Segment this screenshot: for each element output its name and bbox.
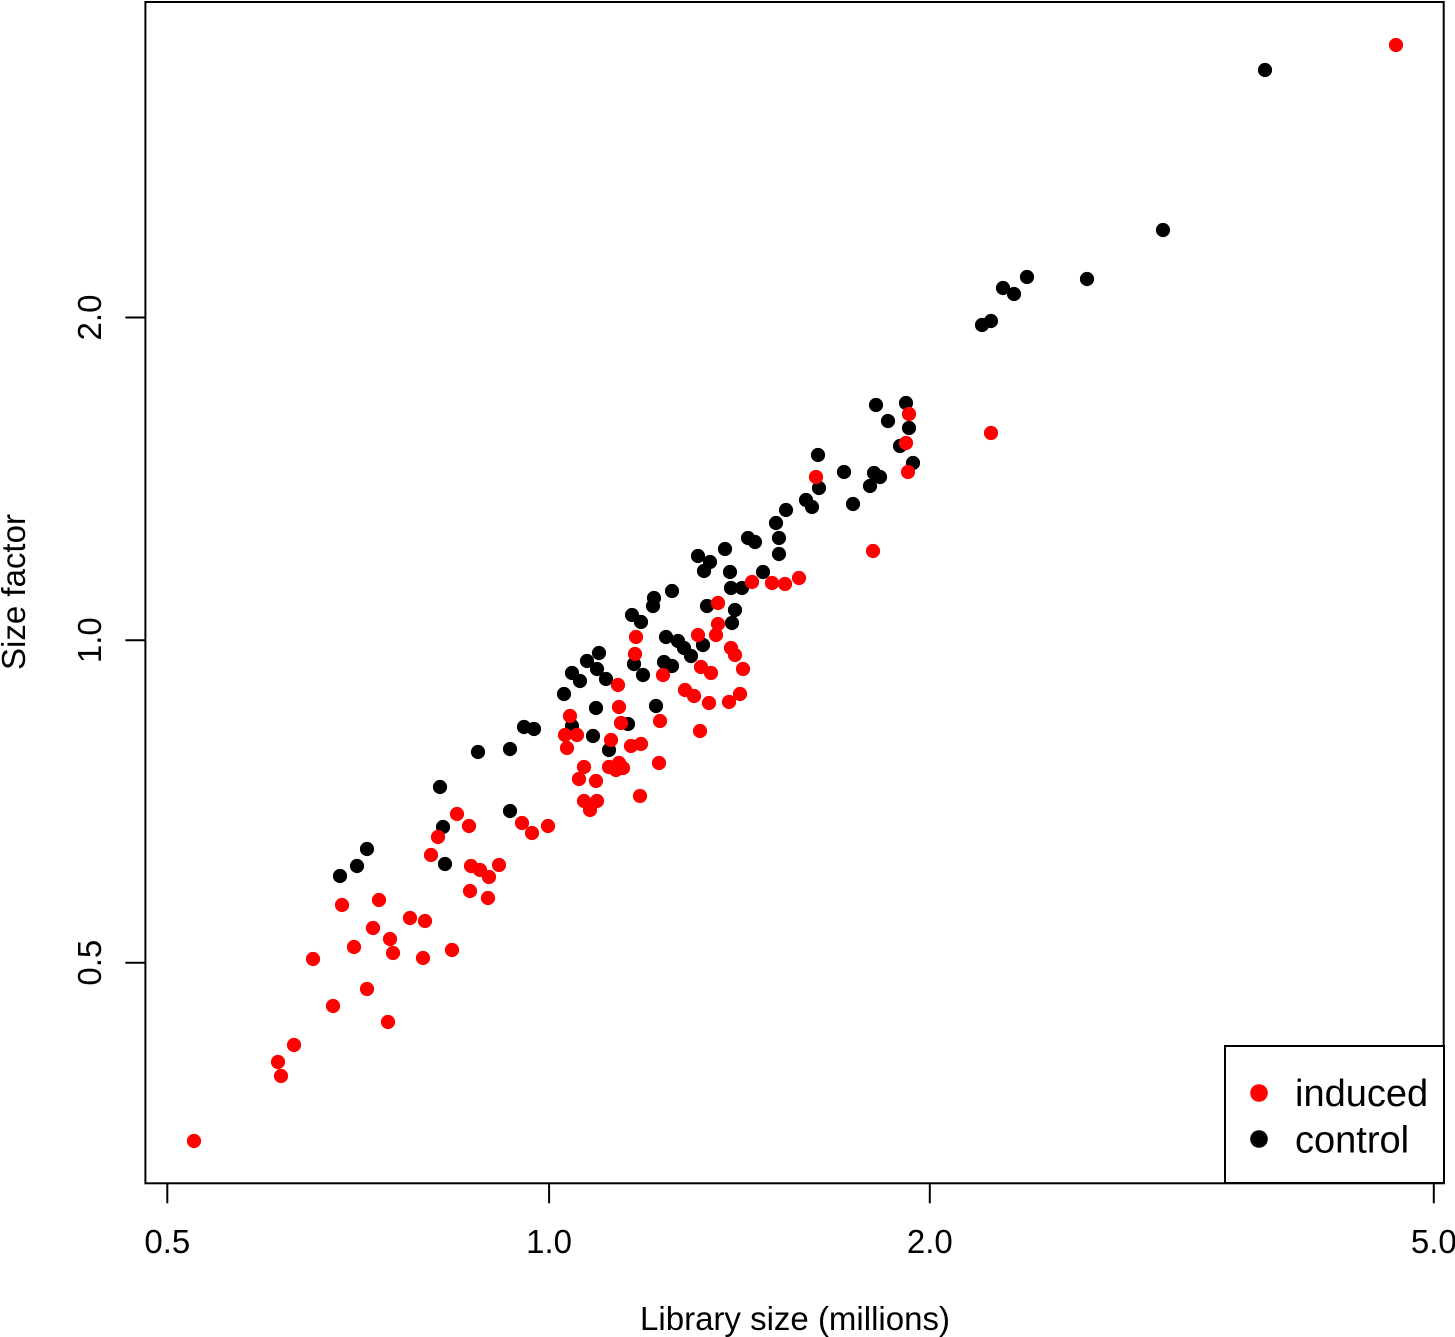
svg-text:0.5: 0.5 <box>144 1223 190 1260</box>
svg-text:5.0: 5.0 <box>1411 1223 1455 1260</box>
svg-text:0.5: 0.5 <box>71 940 108 986</box>
svg-text:2.0: 2.0 <box>71 295 108 341</box>
svg-text:control: control <box>1295 1120 1409 1162</box>
svg-text:Library size (millions): Library size (millions) <box>640 1300 950 1337</box>
svg-text:1.0: 1.0 <box>71 617 108 663</box>
svg-text:Size factor: Size factor <box>0 514 32 670</box>
svg-text:induced: induced <box>1295 1073 1428 1115</box>
svg-text:2.0: 2.0 <box>907 1223 953 1260</box>
svg-text:1.0: 1.0 <box>526 1223 572 1260</box>
